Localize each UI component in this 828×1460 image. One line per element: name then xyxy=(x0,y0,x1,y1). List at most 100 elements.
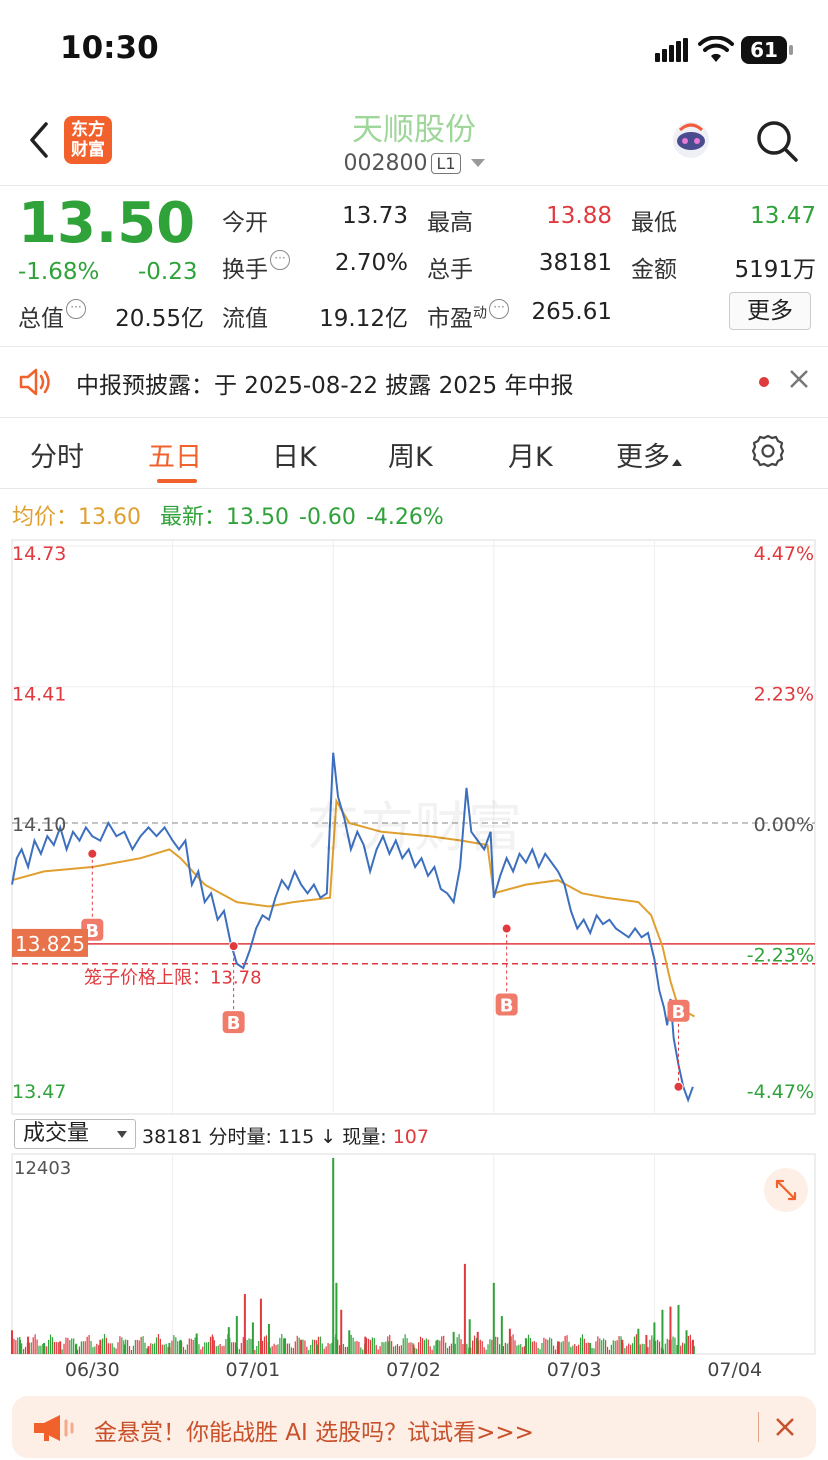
quote-panel: 13.50 -1.68% -0.23 今开 13.73 最高 13.88 最低 … xyxy=(0,187,828,347)
volume-frame xyxy=(11,1153,816,1355)
volume-stats: 38181 分时量: 115 ↓ 现量: 107 xyxy=(142,1126,429,1148)
promo-text: 金悬赏！你能战胜 AI 选股吗？试试看>>> xyxy=(94,1420,534,1446)
active-tab-indicator xyxy=(157,479,197,483)
tab-daily-k[interactable]: 日K xyxy=(272,442,317,473)
low-label: 最低 xyxy=(631,210,677,236)
x-tick-label: 06/30 xyxy=(65,1359,120,1381)
chart-tabs: 分时 五日 日K 周K 月K 更多 xyxy=(0,419,828,489)
buy-signal-badge[interactable] xyxy=(222,1011,245,1034)
stock-code: 002800 xyxy=(343,150,428,176)
battery-level: 61 xyxy=(750,38,778,62)
unread-dot xyxy=(759,377,769,387)
amount-label: 金额 xyxy=(631,257,677,283)
amount-value: 5191万 xyxy=(734,257,816,283)
volume-value: 38181 xyxy=(538,250,612,276)
change-amount: -0.23 xyxy=(138,259,198,285)
dropdown-icon xyxy=(117,1131,127,1138)
info-icon[interactable]: ··· xyxy=(270,250,290,270)
high-label: 最高 xyxy=(427,210,473,236)
y-tick-left: 14.41 xyxy=(12,684,66,706)
latest-price-value: 13.50 xyxy=(226,505,289,530)
avg-price-line xyxy=(11,797,695,1018)
status-time: 10:30 xyxy=(60,30,159,66)
price-line xyxy=(11,752,694,1103)
gear-icon[interactable] xyxy=(750,433,786,469)
last-price: 13.50 xyxy=(18,191,196,256)
wifi-icon xyxy=(698,36,734,62)
turnover-value: 2.70% xyxy=(334,250,408,276)
watermark: 东方财富 xyxy=(306,796,522,859)
megaphone-icon xyxy=(34,1415,74,1441)
search-icon[interactable] xyxy=(754,118,800,164)
volume-max-label: 12403 xyxy=(14,1158,71,1179)
tab-monthly-k[interactable]: 月K xyxy=(508,442,553,473)
notice-bar[interactable]: 中报预披露：于 2025-08-22 披露 2025 年中报 xyxy=(0,348,828,418)
signal-icon xyxy=(655,38,688,62)
buy-signal-label: B xyxy=(85,921,99,942)
info-icon[interactable]: ··· xyxy=(489,299,509,319)
float-cap-value: 19.12亿 xyxy=(319,306,408,332)
expand-icon[interactable] xyxy=(764,1168,808,1212)
float-cap-label: 流值 xyxy=(222,306,268,332)
tab-weekly-k[interactable]: 周K xyxy=(388,442,433,473)
avg-price-value: 13.60 xyxy=(78,505,141,530)
y-tick-right: -2.23% xyxy=(747,945,814,967)
more-button[interactable]: 更多 xyxy=(729,292,811,330)
latest-change: -0.60 xyxy=(299,505,356,530)
low-value: 13.47 xyxy=(750,203,816,229)
robot-assistant-icon[interactable] xyxy=(668,118,714,164)
back-icon[interactable] xyxy=(24,118,54,162)
y-tick-right: -4.47% xyxy=(747,1081,814,1103)
open-value: 13.73 xyxy=(342,203,408,229)
close-icon[interactable] xyxy=(788,368,810,390)
promo-banner[interactable]: 金悬赏！你能战胜 AI 选股吗？试试看>>> xyxy=(12,1396,816,1458)
tab-more[interactable]: 更多 xyxy=(616,435,682,474)
stock-code-row[interactable]: 002800 L1 xyxy=(0,150,828,176)
pe-label: 市盈动 ··· xyxy=(427,299,509,333)
volume-chart[interactable]: 12403 06/30 07/01 07/02 07/03 07/04 xyxy=(0,1152,828,1384)
open-label: 今开 xyxy=(222,210,268,236)
buy-signal-label: B xyxy=(500,996,514,1017)
close-icon[interactable] xyxy=(774,1416,796,1438)
notice-text: 中报预披露：于 2025-08-22 披露 2025 年中报 xyxy=(76,373,574,399)
buy-signal-label: B xyxy=(227,1013,241,1034)
cursor-value-label: 13.825 xyxy=(15,932,85,956)
price-info: 均价：13.60 最新：13.50 -0.60 -4.26% xyxy=(12,499,454,531)
cage-limit-label: 笼子价格上限：13.78 xyxy=(84,968,262,989)
y-tick-left: 13.47 xyxy=(12,1081,66,1103)
app-logo[interactable]: 东方财富 xyxy=(64,116,112,164)
buy-signal-point xyxy=(228,941,239,952)
x-tick-label: 07/02 xyxy=(386,1359,441,1381)
chart-frame xyxy=(11,539,816,1115)
y-tick-right: 0.00% xyxy=(754,814,814,836)
buy-signal-point xyxy=(673,1081,684,1092)
buy-signal-point xyxy=(87,848,98,859)
stock-name[interactable]: 天顺股份 xyxy=(352,112,476,148)
five-day-price-chart[interactable]: B B B B 14.73 14.41 14.10 13.47 4.47% 2.23% 0.00%… xyxy=(0,536,828,1116)
volume-label: 总手 xyxy=(427,257,473,283)
buy-signal-badge[interactable] xyxy=(667,999,690,1022)
battery-icon xyxy=(741,36,793,64)
nav-bar: 东方财富 天顺股份 002800 L1 xyxy=(0,96,828,186)
y-tick-right: 2.23% xyxy=(754,684,814,706)
volume-selector[interactable]: 成交量 xyxy=(14,1119,136,1149)
tab-intraday[interactable]: 分时 xyxy=(30,442,84,473)
info-icon[interactable]: ··· xyxy=(66,299,86,319)
turnover-label: 换手 ··· xyxy=(222,250,290,284)
y-tick-left: 14.73 xyxy=(12,543,66,565)
buy-signal-badge[interactable] xyxy=(495,993,518,1016)
status-bar: 10:30 61 xyxy=(0,0,828,96)
market-cap-value: 20.55亿 xyxy=(115,306,204,332)
tab-five-day[interactable]: 五日 xyxy=(148,442,202,473)
chevron-down-icon xyxy=(470,159,485,167)
pe-value: 265.61 xyxy=(531,299,612,325)
market-cap-label: 总值 ··· xyxy=(18,299,86,333)
buy-signal-point xyxy=(501,923,512,934)
cursor-value-box xyxy=(12,928,88,957)
caret-icon xyxy=(672,459,682,466)
avg-price-label: 均价： xyxy=(12,505,79,530)
change-percent: -1.68% xyxy=(18,259,100,285)
y-tick-right: 4.47% xyxy=(754,543,814,565)
x-tick-label: 07/01 xyxy=(226,1359,281,1381)
buy-signal-label: B xyxy=(672,1002,686,1023)
